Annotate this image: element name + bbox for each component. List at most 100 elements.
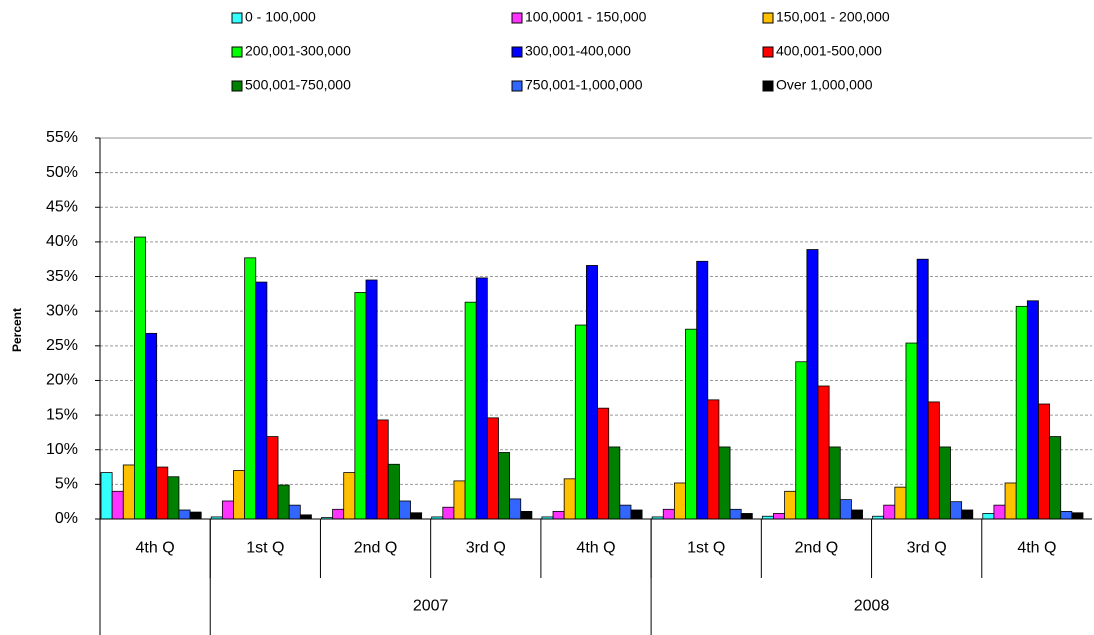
bar [883, 504, 896, 520]
bar [795, 361, 808, 520]
bar [453, 480, 466, 520]
bar [729, 508, 742, 520]
bar [773, 513, 786, 520]
y-tick-label: 5% [55, 476, 78, 493]
bar [410, 512, 423, 520]
y-tick-label: 35% [46, 268, 78, 285]
y-tick-label: 15% [46, 406, 78, 423]
bar [982, 513, 995, 520]
legend-swatch [231, 80, 243, 92]
bar [685, 328, 698, 520]
bar [277, 484, 290, 520]
legend-swatch [762, 12, 774, 24]
bar [354, 292, 367, 520]
bar [961, 509, 974, 520]
bar [707, 399, 720, 520]
bar [586, 265, 598, 520]
x-tick-label: 2nd Q [354, 540, 398, 557]
bar [178, 509, 191, 520]
legend-swatch [511, 80, 523, 92]
bar [475, 277, 488, 520]
y-tick-label: 25% [46, 337, 78, 354]
bar [442, 506, 455, 520]
legend-swatch [511, 46, 523, 58]
bar [343, 472, 356, 520]
legend-label: 0 - 100,000 [245, 9, 316, 25]
bar [552, 510, 565, 520]
bar [1071, 512, 1084, 520]
bar [597, 407, 610, 520]
bar [498, 452, 511, 520]
bar [619, 504, 632, 520]
y-tick-label: 50% [46, 164, 78, 181]
legend-label: 750,001-1,000,000 [525, 77, 643, 93]
legend-label: 100,0001 - 150,000 [525, 9, 647, 25]
bar [718, 446, 731, 520]
bar [134, 236, 146, 520]
bar [156, 466, 169, 520]
y-tick-label: 10% [46, 441, 78, 458]
legend-label: 400,001-500,000 [776, 43, 882, 59]
bar [332, 508, 345, 520]
legend-swatch [762, 80, 774, 92]
x-tick-label: 2nd Q [795, 540, 839, 557]
bar [927, 401, 940, 520]
bar [233, 470, 246, 520]
bar [1004, 482, 1017, 520]
bar [574, 324, 587, 520]
legend-label: Over 1,000,000 [776, 77, 873, 93]
y-tick-label: 20% [46, 372, 78, 389]
bar [817, 385, 830, 520]
bar [662, 508, 675, 520]
bar [100, 472, 113, 520]
bar [266, 436, 279, 520]
bar [486, 417, 499, 520]
bar [784, 490, 797, 520]
bar [950, 501, 963, 520]
y-tick-label: 30% [46, 302, 78, 319]
bar [145, 332, 158, 520]
bar [1049, 436, 1062, 520]
x-tick-label: 3rd Q [907, 540, 947, 557]
bar [563, 478, 576, 520]
bar [398, 500, 411, 520]
bar [221, 500, 234, 520]
x-tick-label: 1st Q [246, 540, 284, 557]
bar [993, 504, 1006, 520]
bar [255, 281, 268, 520]
bar [509, 498, 522, 520]
y-axis-label: Percent [10, 308, 24, 352]
group-label: 2007 [413, 598, 449, 615]
bar [1015, 305, 1028, 520]
bar [673, 482, 686, 520]
bar [839, 499, 852, 520]
bar [608, 446, 621, 520]
legend-label: 500,001-750,000 [245, 77, 351, 93]
bar [288, 504, 301, 520]
legend-swatch [231, 12, 243, 24]
legend-label: 200,001-300,000 [245, 43, 351, 59]
bar [387, 463, 400, 520]
legend-swatch [762, 46, 774, 58]
x-tick-label: 4th Q [136, 540, 175, 557]
bar [851, 509, 863, 520]
y-tick-label: 45% [46, 198, 78, 215]
y-tick-label: 40% [46, 233, 78, 250]
legend-swatch [511, 12, 523, 24]
x-tick-label: 1st Q [687, 540, 725, 557]
x-tick-label: 4th Q [576, 540, 615, 557]
bar [696, 260, 709, 520]
bar [122, 464, 135, 520]
bar [1026, 300, 1039, 520]
bar [828, 446, 841, 520]
bar [916, 258, 929, 520]
x-tick-label: 3rd Q [466, 540, 506, 557]
bar [1038, 403, 1050, 520]
legend-swatch [231, 46, 243, 58]
bar [905, 342, 918, 520]
bar [1060, 510, 1073, 520]
bar [894, 486, 907, 520]
y-tick-label: 55% [46, 129, 78, 146]
bar [376, 419, 389, 520]
